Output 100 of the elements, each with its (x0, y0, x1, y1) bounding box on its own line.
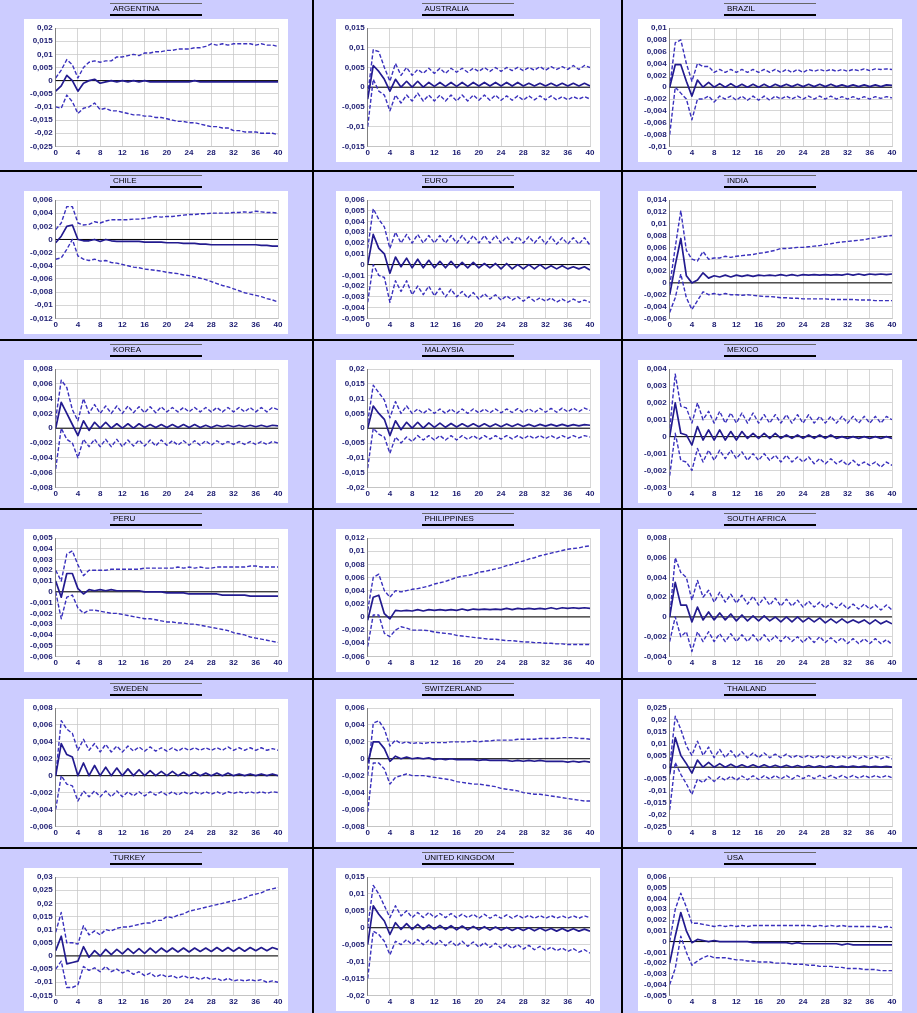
y-tick-label: -0,01 (34, 977, 54, 987)
chart-title: SOUTH AFRICA (724, 513, 816, 526)
x-tick-label: 36 (251, 320, 261, 330)
y-tick-label: 0 (662, 612, 668, 622)
y-tick-label: -0,01 (648, 786, 668, 796)
x-tick-label: 32 (843, 489, 853, 499)
x-tick-label: 32 (843, 320, 853, 330)
line-series (367, 545, 590, 612)
x-tick-label: 24 (496, 489, 506, 499)
y-tick-label: 0,002 (344, 238, 365, 248)
x-tick-label: 20 (776, 997, 786, 1007)
x-tick-label: 20 (473, 828, 484, 838)
x-tick-label: 32 (540, 148, 551, 158)
y-tick-label: 0,01 (348, 889, 365, 899)
x-tick-label: 12 (429, 489, 439, 499)
y-tick-label: 0 (48, 75, 54, 85)
chart-title: BRAZIL (724, 3, 816, 16)
y-tick-label: 0,008 (32, 703, 54, 713)
chart-title: SWITZERLAND (421, 683, 514, 696)
chart-title: SWEDEN (110, 683, 202, 696)
y-tick-label: -0,002 (644, 631, 668, 641)
x-tick-label: 24 (798, 828, 809, 838)
y-tick-label: 0,01 (651, 738, 668, 748)
y-tick-label: -0,002 (30, 608, 54, 618)
x-tick-label: 40 (887, 320, 897, 330)
x-tick-label: 32 (229, 997, 239, 1007)
y-tick-label: -0,01 (34, 102, 54, 112)
x-tick-label: 16 (451, 320, 462, 330)
x-tick-label: 28 (206, 658, 217, 668)
x-tick-label: 20 (473, 148, 484, 158)
y-tick-label: -0,012 (30, 313, 54, 323)
y-tick-label: 0,001 (646, 926, 668, 936)
x-tick-label: 8 (409, 489, 415, 499)
y-tick-label: 0,005 (344, 205, 365, 215)
x-tick-label: 4 (689, 828, 695, 838)
x-tick-label: 12 (117, 997, 128, 1007)
x-tick-label: 20 (162, 997, 172, 1007)
y-tick-label: 0,004 (32, 737, 54, 747)
x-tick-label: 20 (776, 489, 786, 499)
y-tick-label: 0,004 (646, 572, 668, 582)
x-tick-label: 20 (473, 658, 484, 668)
y-tick-label: 0,006 (344, 572, 365, 582)
x-tick-label: 36 (562, 489, 573, 499)
y-tick-label: 0 (359, 612, 365, 622)
x-tick-label: 28 (518, 320, 528, 330)
x-tick-label: 32 (229, 148, 239, 158)
x-tick-label: 40 (585, 997, 595, 1007)
y-tick-label: -0,005 (30, 640, 54, 650)
y-tick-label: 0 (359, 753, 365, 763)
y-tick-label: 0,004 (344, 216, 365, 226)
x-tick-label: 8 (711, 320, 717, 330)
x-tick-label: 12 (429, 658, 439, 668)
x-tick-label: 36 (562, 658, 573, 668)
y-tick-label: 0,003 (32, 554, 54, 564)
x-tick-label: 4 (75, 997, 81, 1007)
y-tick-label: 0 (359, 922, 365, 932)
y-tick-label: -0,01 (345, 453, 365, 462)
y-tick-label: -0,015 (341, 467, 365, 477)
y-tick-label: 0,006 (646, 242, 668, 252)
y-tick-label: 0 (662, 82, 668, 92)
chart-title: AUSTRALIA (421, 3, 514, 16)
y-tick-label: 0 (662, 278, 668, 288)
x-tick-label: 40 (273, 997, 283, 1007)
y-tick-label: 0,006 (646, 46, 668, 56)
x-tick-label: 16 (451, 148, 462, 158)
x-tick-label: 40 (273, 489, 283, 499)
x-tick-label: 16 (451, 828, 462, 838)
y-tick-label: 0 (48, 423, 54, 433)
x-tick-label: 28 (820, 320, 831, 330)
x-tick-label: 8 (409, 658, 415, 668)
y-tick-label: 0,004 (32, 208, 54, 218)
y-tick-label: -0,003 (341, 292, 365, 302)
y-tick-label: 0,002 (32, 565, 54, 575)
y-tick-label: -0,006 (30, 467, 54, 477)
x-tick-label: 4 (75, 658, 81, 668)
y-tick-label: -0,004 (30, 630, 54, 640)
y-tick-label: -0,002 (644, 289, 668, 299)
y-tick-label: -0,002 (644, 465, 668, 475)
y-tick-label: 0,005 (344, 906, 365, 916)
y-tick-label: 0,004 (32, 393, 54, 403)
x-tick-label: 28 (820, 489, 831, 499)
x-tick-label: 28 (518, 997, 528, 1007)
y-tick-label: 0,008 (646, 230, 668, 240)
y-tick-label: -0,008 (30, 482, 54, 492)
x-tick-label: 36 (865, 658, 875, 668)
x-tick-label: 8 (409, 148, 415, 158)
y-tick-label: -0,004 (644, 651, 668, 661)
y-tick-label: 0,002 (32, 408, 54, 418)
x-tick-label: 32 (843, 997, 853, 1007)
x-tick-label: 4 (387, 997, 393, 1007)
line-series (367, 384, 590, 423)
y-tick-label: -0,006 (341, 804, 365, 814)
y-tick-label: 0 (662, 431, 668, 441)
y-tick-label: -0,006 (30, 274, 54, 284)
y-tick-label: 0,015 (344, 379, 365, 388)
x-tick-label: 40 (585, 828, 595, 838)
x-tick-label: 4 (75, 320, 81, 330)
x-tick-label: 16 (754, 997, 764, 1007)
x-tick-label: 36 (251, 489, 261, 499)
x-tick-label: 16 (140, 828, 150, 838)
